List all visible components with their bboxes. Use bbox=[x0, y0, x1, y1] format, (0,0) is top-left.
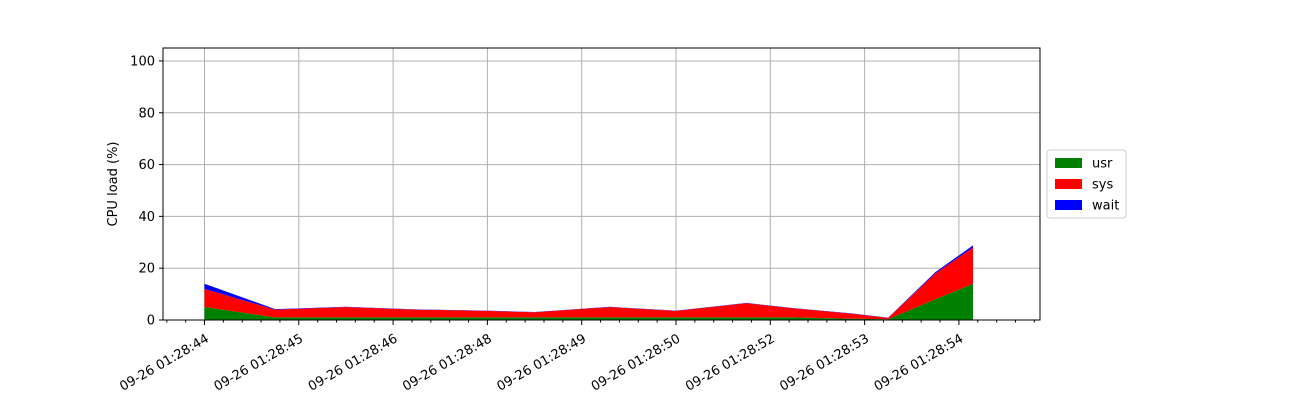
x-tick-label: 09-26 01:28:44 bbox=[117, 331, 211, 394]
x-tick-label: 09-26 01:28:53 bbox=[777, 331, 871, 394]
area-series bbox=[204, 245, 974, 320]
y-axis-label: CPU load (%) bbox=[106, 142, 121, 227]
legend-swatch-wait bbox=[1055, 200, 1082, 210]
x-tick-label: 09-26 01:28:48 bbox=[400, 331, 494, 394]
y-tick-label: 40 bbox=[138, 210, 155, 225]
area-wait bbox=[204, 245, 974, 318]
legend-label-usr: usr bbox=[1092, 157, 1113, 172]
x-axis: 09-26 01:28:44 09-26 01:28:45 09-26 01:28:… bbox=[117, 320, 1035, 395]
x-tick-label: 09-26 01:28:49 bbox=[495, 331, 589, 394]
x-tick-label: 09-26 01:28:45 bbox=[212, 331, 306, 394]
plot-frame bbox=[162, 47, 1041, 321]
y-tick-label: 20 bbox=[138, 262, 155, 277]
y-axis: 0 20 40 60 80 100 bbox=[130, 54, 163, 329]
x-tick-label: 09-26 01:28:54 bbox=[872, 331, 966, 394]
legend-label-sys: sys bbox=[1092, 178, 1113, 193]
area-sys bbox=[204, 247, 974, 320]
y-tick-label: 0 bbox=[147, 314, 155, 329]
x-tick-label: 09-26 01:28:50 bbox=[589, 331, 683, 394]
legend-swatch-usr bbox=[1055, 158, 1082, 168]
legend-label-wait: wait bbox=[1092, 199, 1119, 214]
grid bbox=[163, 48, 1040, 321]
legend: usr sys wait bbox=[1046, 149, 1127, 219]
x-tick-label: 09-26 01:28:52 bbox=[683, 331, 777, 394]
y-tick-label: 80 bbox=[138, 106, 155, 121]
legend-swatch-sys bbox=[1055, 179, 1082, 189]
x-tick-label: 09-26 01:28:46 bbox=[306, 331, 400, 394]
y-tick-label: 60 bbox=[138, 158, 155, 173]
area-usr bbox=[204, 283, 974, 320]
y-tick-label: 100 bbox=[130, 54, 155, 69]
